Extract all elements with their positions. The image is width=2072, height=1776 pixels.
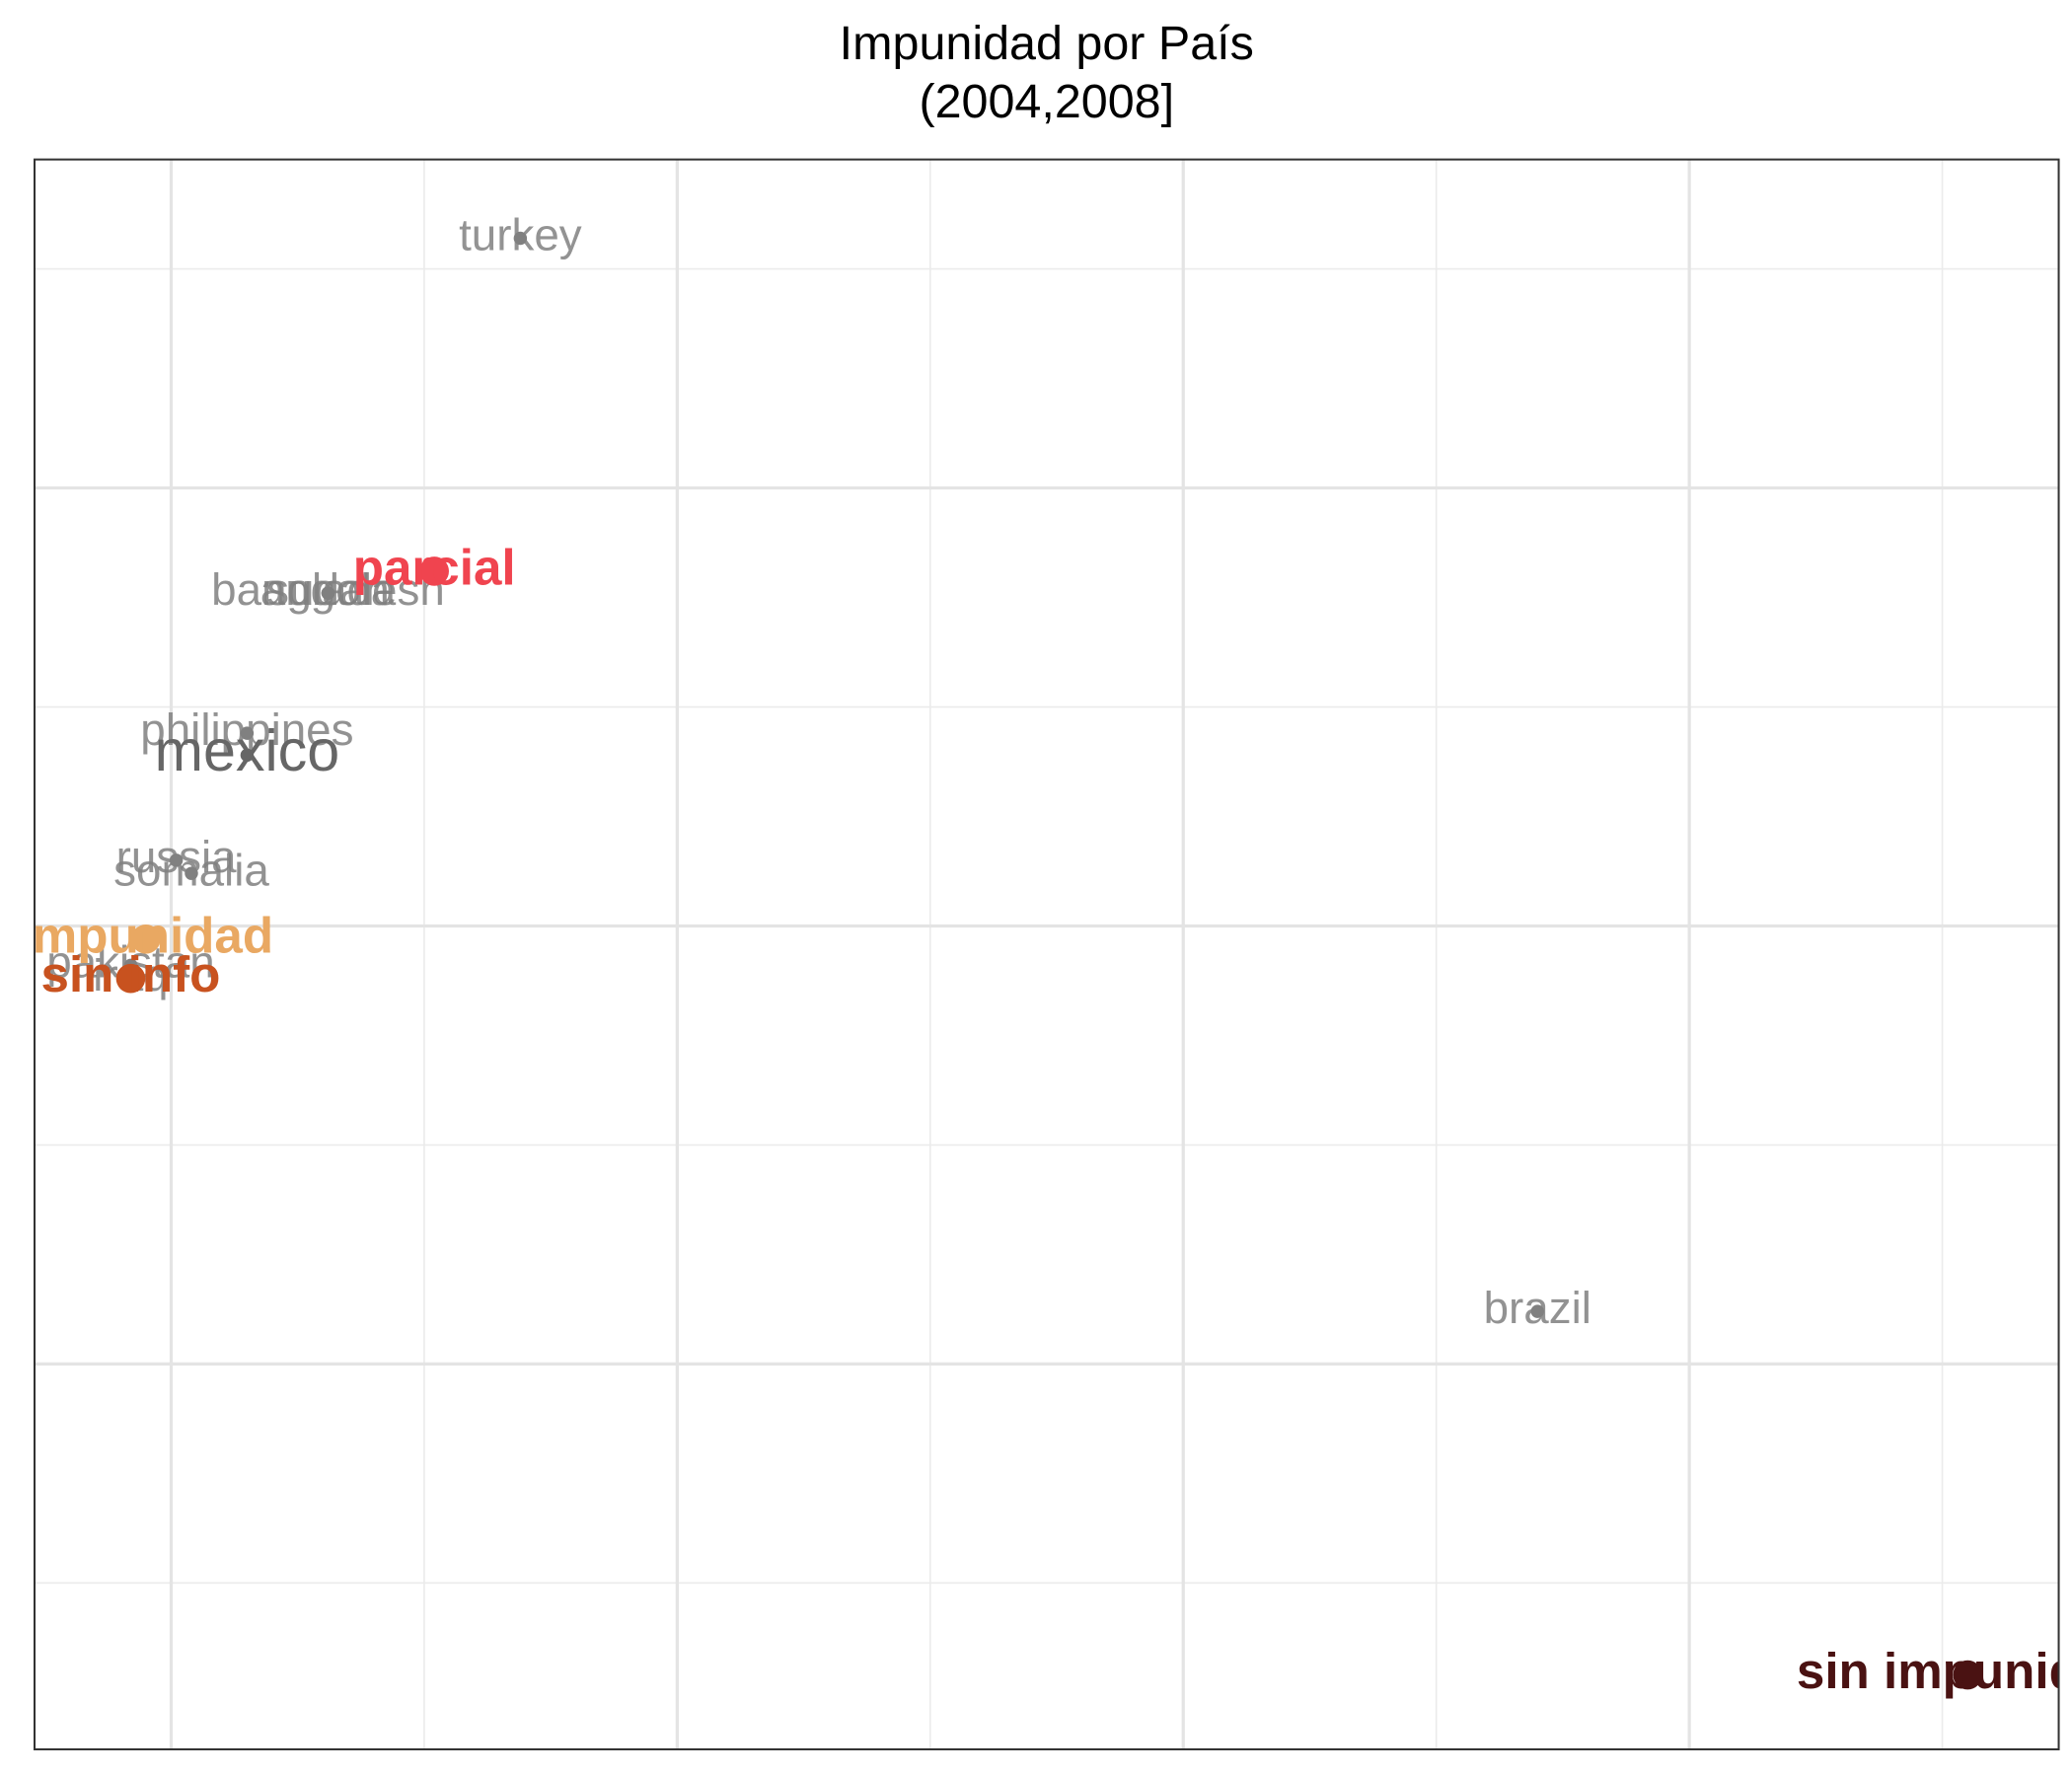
point (131, 924, 161, 954)
chart-subtitle: (2004,2008] (919, 75, 1174, 128)
point (169, 853, 184, 867)
point-label: mexico (155, 717, 340, 783)
point (240, 726, 255, 740)
point-label: parcial (353, 539, 516, 595)
point (321, 586, 335, 600)
point-label: somalia (113, 845, 269, 895)
point-label: turkey (459, 210, 582, 260)
point-label: sin info (41, 946, 221, 1002)
point-label: brazil (1484, 1283, 1591, 1333)
chart-title: Impunidad por País (840, 17, 1254, 70)
point (240, 748, 255, 763)
point-label: russia (116, 832, 238, 882)
plot-area: turkeybangladeshangolasudanparcialphilip… (19, 210, 2072, 1699)
point (115, 963, 146, 994)
point (1530, 1304, 1544, 1318)
point (419, 556, 449, 586)
point-label: sudan (266, 564, 390, 615)
point (513, 231, 528, 246)
panel-border (33, 158, 2060, 1750)
point (1953, 1660, 1983, 1690)
point (185, 866, 198, 880)
point-label: sin impunidad (1797, 1643, 2072, 1699)
point-label: philippines (140, 704, 353, 755)
grid (35, 159, 2059, 1749)
point-label: impunidad (19, 907, 274, 963)
